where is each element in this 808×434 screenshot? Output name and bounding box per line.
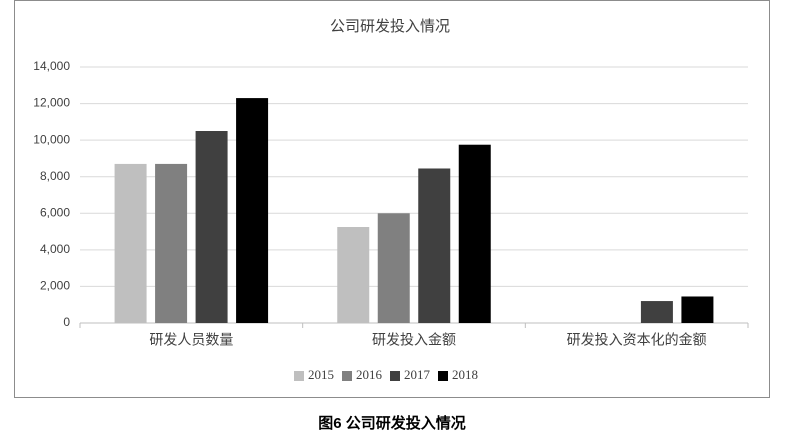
x-tick-label: 研发投入金额 (372, 332, 456, 348)
bar (155, 163, 188, 323)
y-tick-label: 10,000 (33, 132, 70, 146)
legend-label: 2016 (356, 367, 383, 382)
bar (236, 98, 269, 323)
y-tick-label: 4,000 (40, 242, 70, 256)
bar (681, 296, 714, 323)
legend-label: 2015 (308, 367, 334, 382)
x-tick-label: 研发人员数量 (149, 332, 233, 348)
legend-label: 2017 (404, 367, 431, 382)
chart-title: 公司研发投入情况 (330, 18, 450, 35)
bar (195, 131, 228, 323)
bar (418, 168, 451, 323)
y-tick-label: 6,000 (40, 205, 70, 219)
y-tick-label: 14,000 (33, 59, 70, 73)
bar (337, 227, 370, 323)
bar (640, 301, 673, 323)
x-tick-label: 研发投入资本化的金额 (567, 332, 707, 348)
legend-swatch (390, 371, 400, 381)
y-tick-label: 12,000 (33, 96, 70, 110)
y-tick-label: 8,000 (40, 169, 70, 183)
figure-caption: 图6 公司研发投入情况 (318, 414, 466, 432)
y-tick-label: 2,000 (40, 279, 70, 293)
legend-label: 2018 (452, 367, 478, 382)
bar (114, 163, 147, 323)
bar (458, 144, 491, 323)
legend-swatch (342, 371, 352, 381)
legend-swatch (438, 371, 448, 381)
y-tick-label: 0 (63, 315, 70, 329)
legend-swatch (294, 371, 304, 381)
bar (377, 213, 410, 323)
